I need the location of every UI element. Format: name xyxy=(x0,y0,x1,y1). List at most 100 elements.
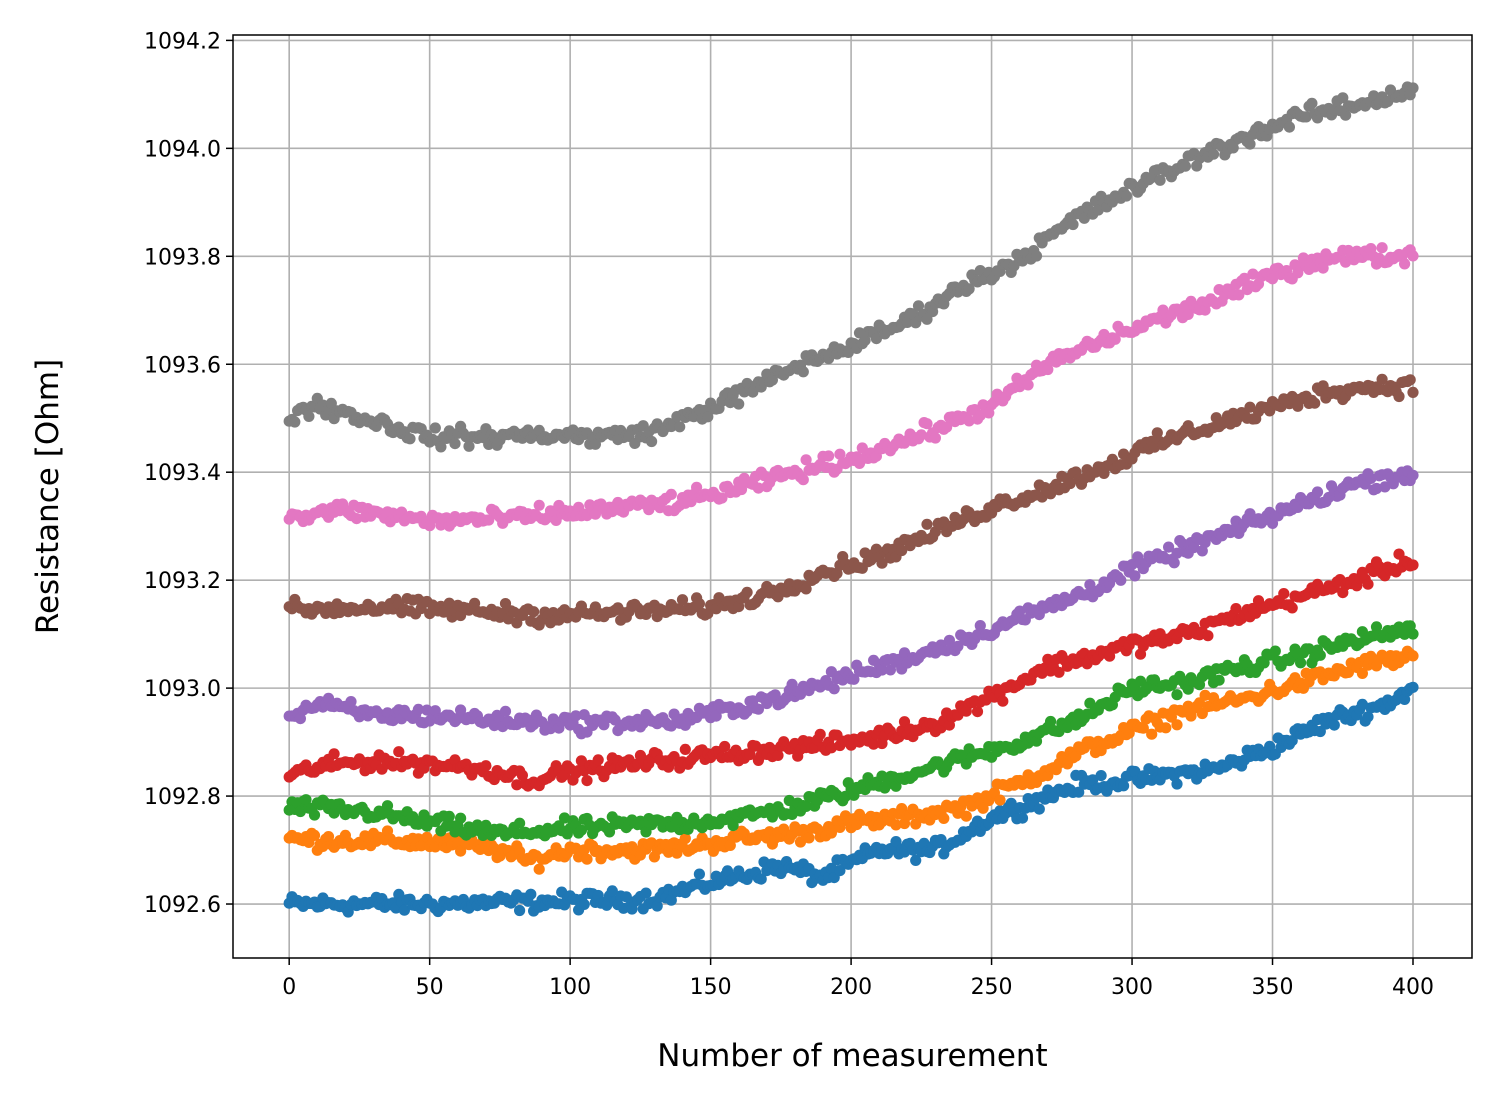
data-point xyxy=(1137,722,1149,734)
series-1 xyxy=(283,681,1419,918)
data-point xyxy=(1356,667,1368,680)
data-point xyxy=(859,334,871,346)
data-point xyxy=(1379,481,1391,493)
data-point xyxy=(741,586,753,598)
data-point xyxy=(769,689,781,701)
data-point xyxy=(1337,92,1349,104)
data-point xyxy=(943,634,956,646)
data-point xyxy=(834,448,846,460)
data-point xyxy=(606,885,618,897)
data-point xyxy=(915,429,927,441)
series-8 xyxy=(283,81,1419,453)
y-tick-label: 1092.6 xyxy=(144,893,221,918)
y-tick-label: 1092.8 xyxy=(144,785,221,810)
data-point xyxy=(752,703,765,715)
data-point xyxy=(1370,482,1383,495)
data-point xyxy=(834,865,846,877)
data-point xyxy=(1356,698,1368,711)
data-point xyxy=(404,433,416,445)
y-tick-label: 1093.4 xyxy=(144,461,221,486)
data-point xyxy=(772,749,784,762)
y-axis-ticks: 1092.6 1092.8 1093.0 1093.2 1093.4 1093.6 1093… xyxy=(144,29,233,918)
data-point xyxy=(1163,541,1175,553)
data-point xyxy=(575,824,588,836)
data-point xyxy=(651,900,663,912)
x-tick-label: 50 xyxy=(416,975,444,1000)
data-point xyxy=(1407,469,1419,481)
data-point xyxy=(443,810,455,823)
x-tick-label: 350 xyxy=(1252,975,1294,1000)
data-point xyxy=(1370,621,1383,633)
data-point xyxy=(328,748,340,760)
data-point xyxy=(435,441,447,453)
data-point xyxy=(525,888,537,900)
data-point xyxy=(1286,735,1298,747)
data-point xyxy=(797,474,809,486)
data-point xyxy=(724,839,736,852)
x-tick-label: 250 xyxy=(971,975,1013,1000)
data-point xyxy=(308,809,321,821)
data-point xyxy=(1115,574,1127,586)
data-point xyxy=(1033,803,1045,815)
data-point xyxy=(1233,289,1245,301)
data-point xyxy=(1168,557,1180,569)
data-point xyxy=(876,664,888,676)
data-point xyxy=(727,819,739,832)
data-point xyxy=(814,728,826,740)
x-tick-label: 300 xyxy=(1111,975,1153,1000)
data-point xyxy=(1104,650,1116,662)
data-point xyxy=(823,450,835,462)
data-point xyxy=(856,442,868,454)
data-point xyxy=(1005,797,1017,809)
data-point xyxy=(570,710,582,722)
data-point xyxy=(1109,333,1121,345)
data-point xyxy=(328,807,340,819)
data-point xyxy=(511,779,523,791)
data-point xyxy=(601,899,613,911)
data-point xyxy=(912,300,925,312)
data-point xyxy=(1126,559,1138,571)
x-tick-label: 0 xyxy=(282,975,296,1000)
data-point xyxy=(896,544,908,557)
data-point xyxy=(1393,390,1405,403)
data-point xyxy=(620,891,632,903)
data-point xyxy=(1202,630,1214,642)
data-point xyxy=(1278,588,1290,600)
data-point xyxy=(1073,786,1085,798)
data-point xyxy=(1407,82,1419,94)
data-point xyxy=(1199,689,1211,701)
data-point xyxy=(1309,397,1321,409)
x-axis-title: Number of measurement xyxy=(657,1038,1047,1074)
data-point xyxy=(528,606,540,618)
data-point xyxy=(974,409,986,421)
data-point xyxy=(303,410,315,422)
data-point xyxy=(1171,547,1183,559)
data-point xyxy=(977,802,989,814)
data-point xyxy=(1118,780,1130,792)
data-points xyxy=(283,81,1419,918)
y-tick-label: 1093.6 xyxy=(144,353,221,378)
data-point xyxy=(300,794,312,806)
data-point xyxy=(449,438,461,450)
data-point xyxy=(516,769,529,781)
data-point xyxy=(1311,486,1324,498)
data-point xyxy=(1399,258,1411,270)
data-point xyxy=(963,415,975,427)
x-tick-label: 100 xyxy=(549,975,591,1000)
y-tick-label: 1094.2 xyxy=(144,29,221,54)
data-point xyxy=(1264,740,1276,752)
data-point xyxy=(1146,728,1158,740)
data-point xyxy=(938,812,950,825)
data-point xyxy=(1266,273,1279,285)
data-point xyxy=(994,794,1006,806)
data-point xyxy=(1022,379,1034,391)
data-point xyxy=(693,598,706,610)
data-point xyxy=(691,481,703,493)
data-point xyxy=(1306,97,1318,109)
data-point xyxy=(910,854,922,867)
data-point xyxy=(921,313,933,325)
data-point xyxy=(1045,715,1057,728)
data-point xyxy=(1157,304,1169,316)
data-point xyxy=(744,748,756,761)
data-point xyxy=(1295,657,1307,669)
